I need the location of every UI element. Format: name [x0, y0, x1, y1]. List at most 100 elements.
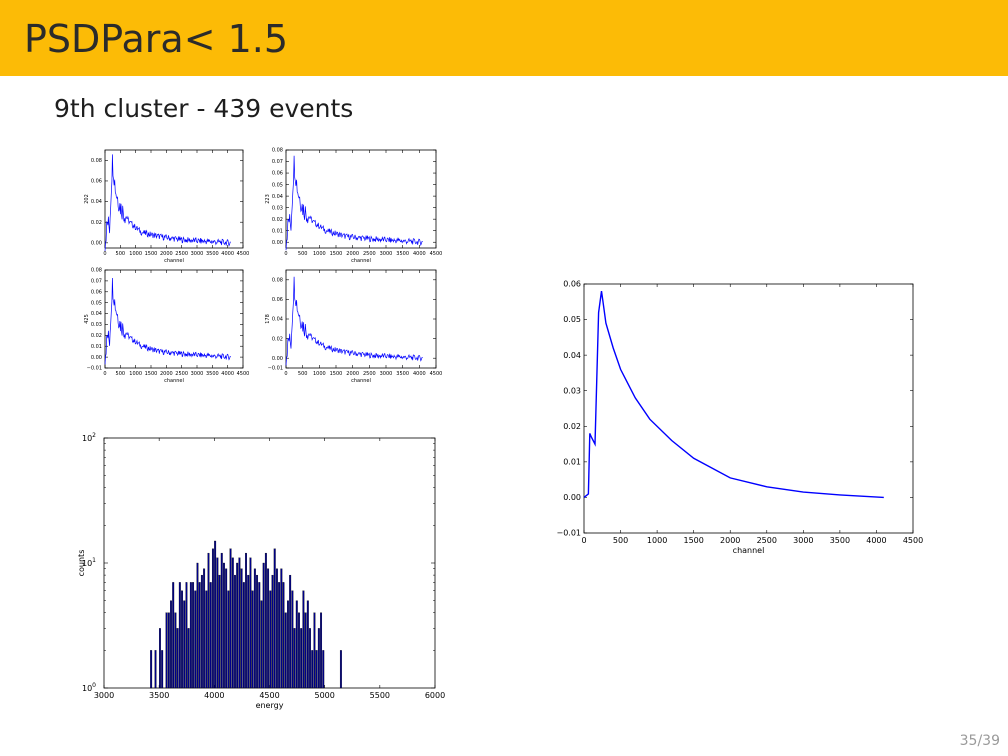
y-tick-label: 0.02	[91, 220, 102, 226]
histogram-bar	[298, 612, 300, 689]
title-bar	[0, 0, 1008, 76]
histogram-bar	[313, 612, 316, 689]
y-tick-label: 0.03	[91, 322, 102, 328]
histogram-bar	[223, 562, 225, 689]
histogram-bar	[200, 574, 203, 689]
y-axis-label: 223	[265, 194, 271, 204]
chart-histogram: 3000 3500 4000 4500 5000 5500 6000 100 101 102 ene…	[77, 432, 445, 710]
x-tick-label: 3500	[149, 691, 169, 700]
y-tick-label: 0.06	[91, 289, 102, 295]
y-tick-label: 100	[82, 682, 96, 693]
histogram-bar	[282, 582, 285, 689]
y-axis-label: 178	[265, 314, 271, 324]
y-tick-label: 0.00	[272, 356, 283, 362]
histogram-bar	[172, 582, 175, 689]
y-tick-label: 0.02	[91, 333, 102, 339]
histogram-bar	[198, 582, 201, 689]
x-axis-label: channel	[351, 378, 371, 384]
slide-title: PSDPara< 1.5	[24, 17, 289, 61]
histogram-bar	[205, 590, 208, 689]
histogram-bar	[236, 562, 239, 689]
y-tick-label: 0.00	[91, 355, 102, 361]
slide-subtitle: 9th cluster - 439 events	[54, 94, 354, 123]
y-tick-label: −0.01	[268, 366, 283, 372]
y-tick-label: 0.01	[91, 344, 102, 350]
plot-frame	[583, 283, 914, 534]
histogram-bar	[178, 582, 181, 689]
x-tick-label: 3000	[793, 536, 813, 545]
x-tick-label: 1500	[145, 251, 158, 257]
x-axis-label: channel	[351, 258, 371, 264]
y-tick-label: 0.06	[563, 280, 581, 289]
histogram-bar	[189, 582, 192, 689]
series-line	[104, 154, 231, 252]
y-tick-label: 0.04	[91, 311, 102, 317]
histogram-bar	[273, 548, 276, 689]
y-tick-label: 0.02	[272, 336, 283, 342]
x-tick-label: 0	[581, 536, 586, 545]
y-tick-label: 0.00	[272, 240, 283, 246]
x-tick-label: 3000	[191, 371, 204, 377]
x-tick-label: 4000	[221, 251, 234, 257]
x-tick-label: 1000	[129, 251, 142, 257]
histogram-bar	[167, 612, 170, 689]
x-tick-label: 4000	[413, 251, 426, 257]
histogram-bar	[231, 557, 234, 689]
histogram-bar	[271, 574, 274, 689]
histogram-bar	[214, 540, 217, 689]
histogram-bar	[150, 650, 153, 689]
x-tick-label: 2000	[160, 371, 173, 377]
histogram-bar	[284, 612, 287, 689]
histogram-bar	[264, 552, 267, 689]
x-tick-label: 2500	[757, 536, 777, 545]
histogram-bar	[187, 628, 190, 689]
y-tick-label: 0.04	[563, 351, 581, 360]
y-tick-label: 0.03	[563, 386, 581, 395]
x-tick-label: 5500	[370, 691, 390, 700]
x-tick-label: 4000	[413, 371, 426, 377]
histogram-bar	[269, 590, 272, 689]
y-tick-label: 0.00	[91, 241, 102, 247]
x-tick-label: 5000	[314, 691, 334, 700]
x-tick-label: 3000	[191, 251, 204, 257]
histogram-bar	[229, 548, 232, 689]
series-line	[285, 276, 423, 366]
y-tick-label: 0.06	[272, 171, 283, 177]
y-axis-label: counts	[77, 550, 86, 577]
x-tick-label: 500	[298, 371, 308, 377]
histogram-bar	[207, 552, 210, 689]
y-tick-label: 0.04	[272, 194, 283, 200]
histogram-bar	[161, 650, 164, 689]
histogram-bar	[225, 568, 228, 689]
y-axis-label: 425	[84, 314, 90, 324]
x-axis-label: energy	[256, 701, 284, 710]
histogram-bar	[181, 590, 183, 689]
x-tick-label: 3500	[830, 536, 850, 545]
y-tick-label: 0.06	[272, 297, 283, 303]
histogram-bar	[315, 650, 318, 689]
histogram-bar	[227, 590, 230, 689]
chart-average: 0 500 1000 1500 2000 2500 3000 3500 4000 4500 −0.0…	[556, 280, 923, 555]
histogram-bar	[339, 650, 342, 689]
histogram-bar	[291, 590, 294, 689]
histogram-bar	[211, 548, 214, 689]
x-tick-label: 1000	[647, 536, 667, 545]
x-tick-label: 3500	[206, 371, 219, 377]
x-tick-label: 0	[103, 251, 106, 257]
y-tick-label: 101	[82, 557, 96, 568]
y-tick-label: 0.05	[272, 182, 283, 188]
x-tick-label: 2500	[363, 371, 376, 377]
histogram-bar	[185, 582, 188, 689]
y-tick-label: 0.02	[272, 217, 283, 223]
histogram-bar	[262, 562, 265, 689]
x-tick-label: 3500	[396, 371, 409, 377]
histogram-bar	[183, 600, 186, 689]
x-tick-label: 1000	[129, 371, 142, 377]
x-tick-label: 0	[284, 251, 287, 257]
plot-frame	[104, 149, 244, 249]
histogram-bar	[320, 612, 323, 689]
histogram-bar	[176, 628, 179, 689]
y-tick-label: 0.08	[91, 268, 102, 274]
histogram-bar	[170, 600, 172, 689]
y-tick-label: 0.07	[91, 279, 102, 285]
